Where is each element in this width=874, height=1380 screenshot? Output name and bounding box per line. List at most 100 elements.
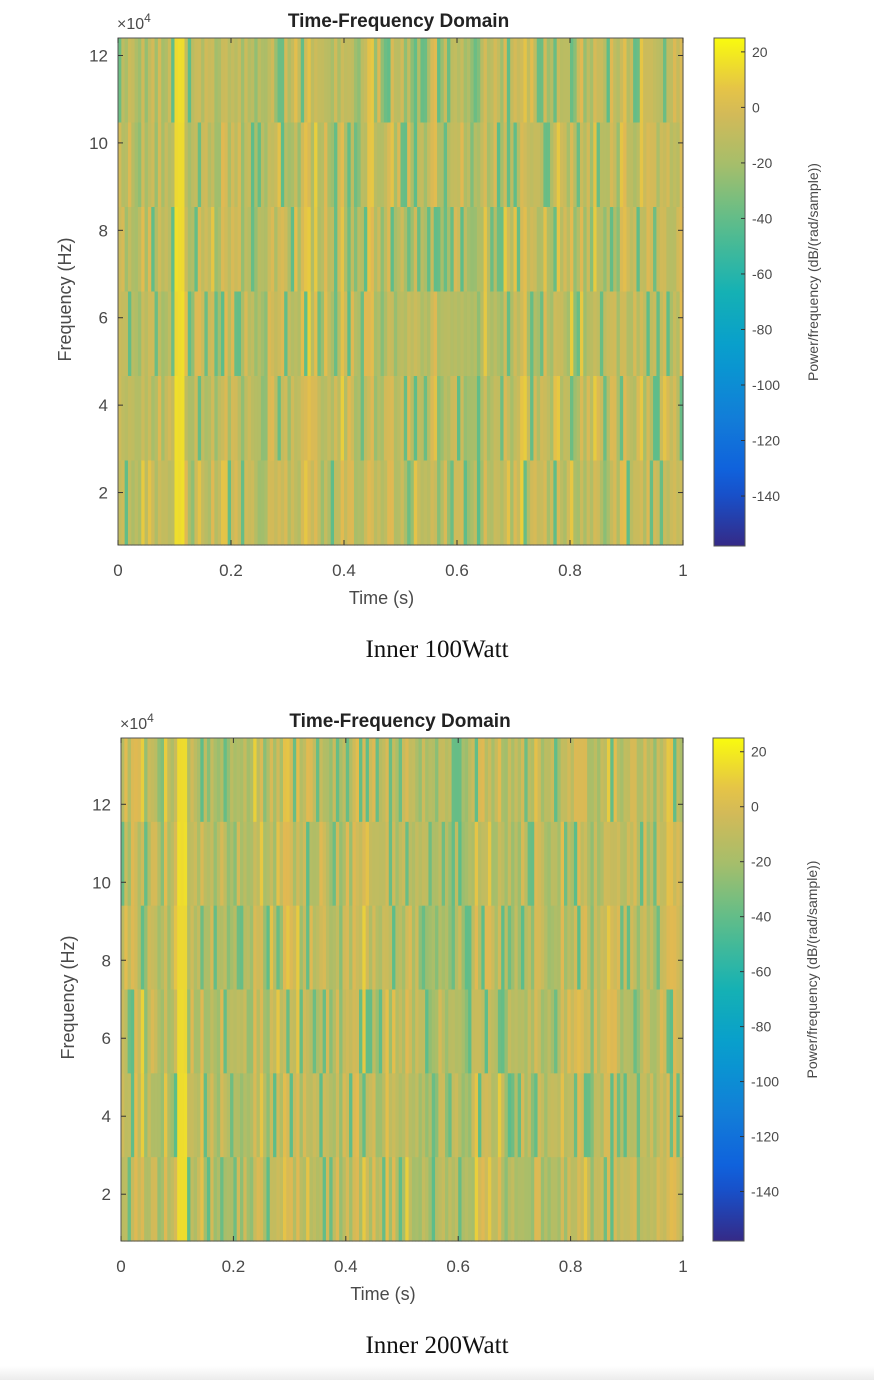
spectrogram-cell xyxy=(483,207,488,293)
spectrogram-cell xyxy=(150,989,155,1074)
spectrogram-cell xyxy=(613,207,618,293)
spectrogram-cell xyxy=(194,207,199,293)
spectrogram-cell xyxy=(619,38,624,124)
spectrogram-cell xyxy=(319,821,324,907)
spectrogram-cell xyxy=(270,376,275,462)
spectrogram-cell xyxy=(357,376,362,462)
spectrogram-cell xyxy=(619,207,624,293)
spectrogram-cell xyxy=(666,1157,671,1242)
spectrogram-cell xyxy=(347,376,352,462)
spectrogram-cell xyxy=(223,989,228,1074)
spectrogram-cell xyxy=(223,1157,228,1242)
spectrogram-cell xyxy=(649,460,654,546)
spectrogram-cell xyxy=(231,460,235,546)
spectrogram-cell xyxy=(250,122,255,208)
spectrogram-cell xyxy=(423,122,428,208)
spectrogram-cell xyxy=(141,207,146,293)
spectrogram-cell xyxy=(397,291,402,377)
spectrogram-cell xyxy=(510,207,515,293)
spectrogram-cell xyxy=(154,376,159,462)
spectrogram-cell xyxy=(474,905,479,991)
spectrogram-cell xyxy=(365,1157,370,1242)
spectrogram-cell xyxy=(534,1073,539,1158)
spectrogram-cell xyxy=(160,1073,165,1158)
spectrogram-cell xyxy=(177,291,182,377)
spectrogram-cell xyxy=(393,122,398,208)
spectrogram-cell xyxy=(440,38,445,124)
spectrogram-cell xyxy=(147,1073,152,1158)
spectrogram-cell xyxy=(473,291,478,377)
spectrogram-cell xyxy=(669,821,674,907)
spectrogram-cell xyxy=(616,905,621,991)
spectrogram-cell xyxy=(413,376,418,462)
spectrogram-cell xyxy=(393,376,398,462)
spectrogram-cell xyxy=(480,207,485,293)
spectrogram-cell xyxy=(431,989,436,1074)
spectrogram-cell xyxy=(213,738,218,823)
spectrogram-cell xyxy=(458,1157,463,1242)
spectrogram-cell xyxy=(461,1157,466,1242)
spectrogram-cell xyxy=(560,989,565,1074)
spectrogram-cell xyxy=(330,38,335,124)
spectrogram-cell xyxy=(443,376,448,462)
spectrogram-cell xyxy=(527,1157,532,1242)
spectrogram-cell xyxy=(659,38,664,124)
spectrogram-cell xyxy=(147,376,152,462)
spectrogram-cell xyxy=(273,738,277,823)
spectrogram-cell xyxy=(427,38,432,124)
spectrogram-cell xyxy=(425,821,430,907)
spectrogram-cell xyxy=(448,821,453,907)
spectrogram-cell xyxy=(236,738,241,823)
spectrogram-cell xyxy=(616,291,621,377)
spectrogram-cell xyxy=(626,207,631,293)
spectrogram-cell xyxy=(224,38,229,124)
spectrogram-cell xyxy=(630,738,635,823)
spectrogram-cell xyxy=(493,207,498,293)
spectrogram-cell xyxy=(427,460,432,546)
spectrogram-cell xyxy=(513,291,518,377)
spectrogram-cell xyxy=(342,1157,347,1242)
spectrogram-cell xyxy=(673,821,677,907)
spectrogram-cell xyxy=(312,821,317,907)
spectrogram-cell xyxy=(448,1073,453,1158)
spectrogram-cell xyxy=(606,1073,611,1158)
spectrogram-cell xyxy=(355,1073,360,1158)
spectrogram-cell xyxy=(204,38,209,124)
spectrogram-cell xyxy=(304,122,309,208)
spectrogram-cell xyxy=(345,821,350,907)
spectrogram-cell xyxy=(441,821,446,907)
spectrogram-cell xyxy=(187,989,192,1074)
spectrogram-cell xyxy=(334,376,338,462)
spectrogram-cell xyxy=(365,989,370,1074)
spectrogram-cell xyxy=(536,122,541,208)
spectrogram-cell xyxy=(237,376,242,462)
spectrogram-cell xyxy=(385,821,390,907)
x-tick-label: 0.8 xyxy=(558,561,582,580)
spectrogram-cell xyxy=(428,1157,433,1242)
spectrogram-cell xyxy=(579,376,584,462)
spectrogram-cell xyxy=(306,1157,311,1242)
spectrogram-cell xyxy=(304,38,309,124)
spectrogram-cell xyxy=(451,1073,456,1158)
spectrogram-cell xyxy=(550,905,555,991)
spectrogram-cell xyxy=(363,122,368,208)
spectrogram-cell xyxy=(363,291,368,377)
spectrogram-cell xyxy=(121,738,125,823)
spectrogram-cell xyxy=(491,1157,496,1242)
spectrogram-cell xyxy=(417,122,422,208)
spectrogram-cell xyxy=(438,1073,443,1158)
spectrogram-cell xyxy=(544,1073,549,1158)
x-tick-label: 0.6 xyxy=(445,561,469,580)
spectrogram-cell xyxy=(583,738,588,823)
spectrogram-cell xyxy=(233,989,238,1074)
spectrogram-cell xyxy=(659,738,664,823)
spectrogram-cell xyxy=(473,460,478,546)
spectrogram-cell xyxy=(534,905,539,991)
spectrogram-cell xyxy=(157,122,162,208)
spectrogram-cell xyxy=(130,738,135,823)
spectrogram-cell xyxy=(393,38,398,124)
spectrogram-cell xyxy=(294,460,299,546)
spectrogram-cell xyxy=(493,460,498,546)
spectrogram-cell xyxy=(460,376,465,462)
spectrogram-cell xyxy=(435,1073,439,1158)
